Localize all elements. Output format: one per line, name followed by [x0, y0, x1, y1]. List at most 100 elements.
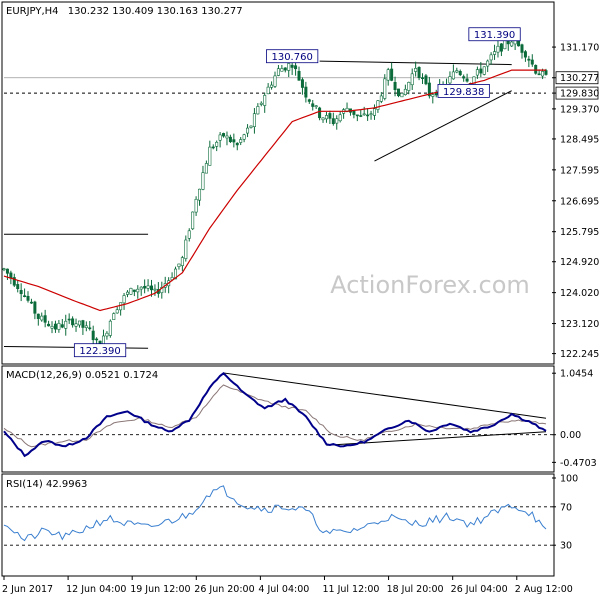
price-tick-label: 124.920: [560, 257, 599, 268]
candle-body: [2, 268, 6, 271]
time-tick-label: 12 Jun 04:00: [66, 584, 126, 595]
candle-body: [43, 315, 47, 323]
candle-body: [246, 127, 250, 134]
time-axis: 2 Jun 2017 12 Jun 04:00 19 Jun 12:00 26 Jun…: [2, 576, 573, 595]
candle-body: [427, 82, 431, 97]
price-panel-header: EURJPY,H4 130.232 130.409 130.163 130.27…: [6, 6, 243, 17]
candle-body: [458, 71, 462, 76]
candle-body: [544, 70, 548, 75]
candle-body: [129, 288, 133, 295]
candle-body: [417, 66, 421, 78]
price-tick-label: 131.170: [560, 43, 599, 54]
candle-body: [150, 285, 154, 291]
candle-body: [71, 318, 75, 326]
candle-body: [242, 134, 246, 140]
candle-body: [215, 141, 219, 147]
time-tick-label: 11 Jul 12:00: [322, 584, 379, 595]
candle-body: [465, 78, 469, 82]
candle-body: [510, 41, 514, 47]
candle-body: [386, 69, 390, 81]
candle-body: [252, 113, 256, 127]
candle-body: [331, 118, 335, 125]
candle-body: [53, 323, 57, 330]
price-tick-label: 123.120: [560, 319, 599, 330]
candle-body: [232, 139, 236, 143]
candle-body: [5, 268, 9, 274]
candle-body: [421, 77, 425, 79]
candle-body: [263, 95, 267, 106]
candle-body: [47, 323, 51, 327]
candle-body: [187, 230, 191, 239]
candle-body: [376, 100, 380, 110]
rsi-tick-label: 30: [560, 541, 572, 552]
candle-body: [139, 286, 143, 290]
candle-body: [530, 59, 534, 65]
candle-body: [235, 142, 239, 146]
candle-body: [414, 68, 418, 72]
candle-body: [239, 139, 243, 143]
macd-tick-label: -0.4703: [560, 458, 597, 469]
candle-body: [294, 65, 298, 70]
candle-body: [132, 289, 136, 292]
macd-panel: [1, 365, 555, 473]
rsi-line: [3, 485, 547, 542]
candle-body: [125, 291, 129, 295]
label-high-130760: 130.760: [266, 49, 319, 64]
price-tick-label: 126.695: [560, 196, 599, 207]
time-tick-label: 2 Aug 12:00: [515, 584, 573, 595]
candle-body: [108, 320, 112, 336]
candle-body: [115, 309, 119, 314]
current-price-box: [555, 71, 599, 85]
candle-body: [523, 51, 527, 58]
time-tick-label: 4 Jul 04:00: [258, 584, 309, 595]
candle-body: [280, 68, 284, 72]
candle-body: [541, 71, 545, 77]
annotation-text: 122.390: [79, 346, 120, 357]
support-price-box: [555, 86, 599, 100]
candle-body: [194, 198, 198, 213]
candle-body: [270, 84, 274, 88]
candle-body: [26, 295, 30, 301]
macd-axis: 1.0454 0.00 -0.4703: [552, 369, 597, 469]
candle-body: [143, 285, 147, 289]
candle-body: [311, 103, 315, 107]
candle-body: [91, 330, 95, 341]
price-tick-label: 124.020: [560, 288, 599, 299]
candle-body: [266, 86, 270, 95]
candle-body: [60, 324, 64, 328]
candle-body: [67, 318, 71, 321]
candle-body: [304, 86, 308, 98]
candle-body: [335, 118, 339, 124]
candle-body: [218, 134, 222, 141]
candle-body: [95, 338, 99, 341]
candle-body: [287, 63, 291, 71]
time-tick-label: 19 Jun 12:00: [130, 584, 190, 595]
candle-body: [324, 115, 328, 120]
candle-body: [290, 64, 294, 68]
candle-body: [81, 320, 85, 328]
candle-body: [410, 73, 414, 86]
candle-body: [146, 285, 150, 289]
candle-body: [222, 133, 226, 137]
annotation-text: 129.838: [443, 87, 484, 98]
candle-body: [520, 44, 524, 53]
candle-body: [369, 113, 373, 116]
macd-tick-label: 1.0454: [560, 369, 593, 380]
candle-body: [379, 95, 383, 102]
candle-body: [527, 58, 531, 61]
rsi-tick-label: 70: [560, 502, 572, 513]
annotation-box: [266, 49, 319, 64]
candle-body: [119, 302, 123, 311]
candle-body: [297, 70, 301, 81]
candle-body: [256, 106, 260, 115]
candle-body: [448, 76, 452, 84]
candle-body: [40, 315, 44, 321]
candle-body: [36, 313, 40, 319]
candle-body: [204, 163, 208, 174]
candle-body: [180, 257, 184, 266]
time-tick-label: 18 Jul 20:00: [387, 584, 444, 595]
candle-body: [191, 211, 195, 230]
annotation-text: 130.760: [271, 52, 312, 63]
macd-title: MACD(12,26,9) 0.0521 0.1724: [6, 370, 158, 381]
